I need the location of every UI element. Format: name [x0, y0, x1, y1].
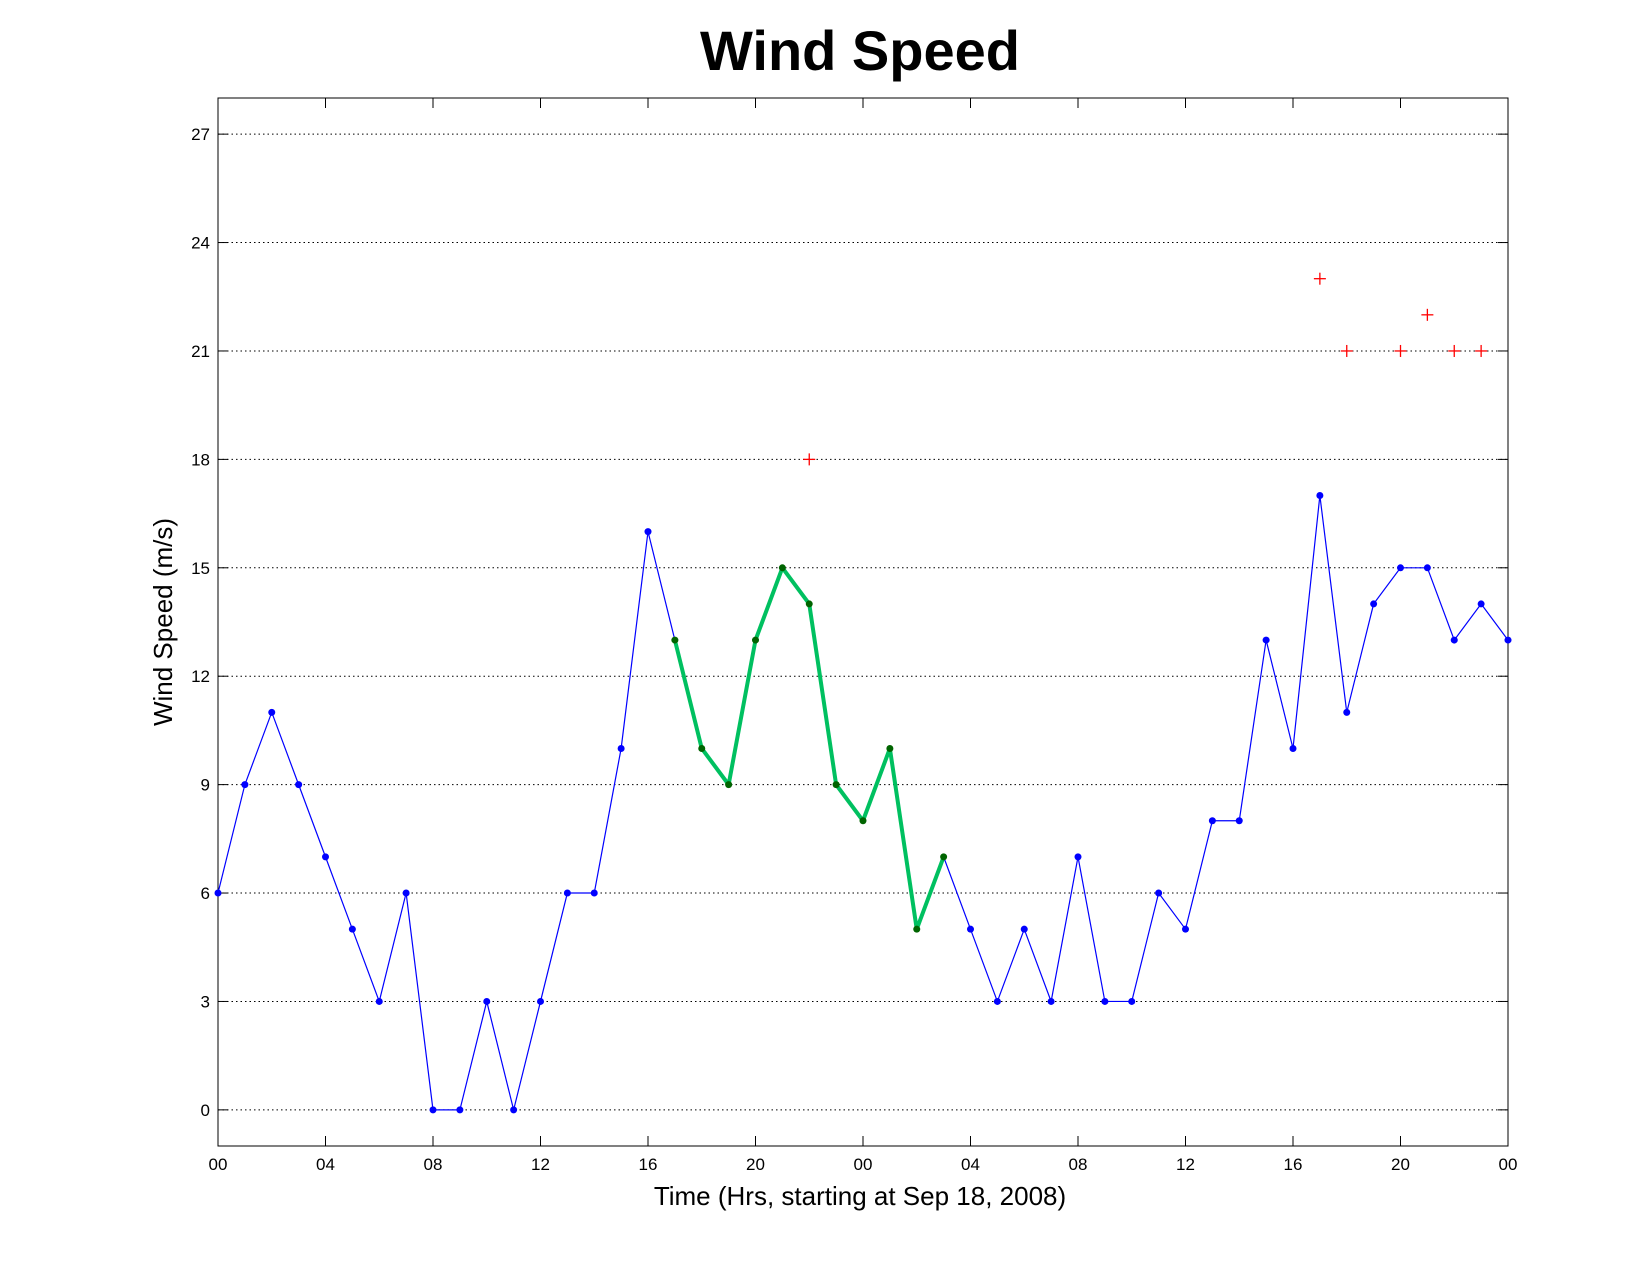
- x-axis-label: Time (Hrs, starting at Sep 18, 2008): [654, 1181, 1066, 1211]
- x-tick-label: 04: [961, 1155, 980, 1174]
- wind-speed-point: [295, 781, 303, 789]
- wind-speed-point: [644, 528, 652, 536]
- wind-speed-point: [1020, 925, 1028, 933]
- x-tick-label: 20: [746, 1155, 765, 1174]
- gust-point: [1475, 344, 1488, 357]
- wind-speed-point: [993, 997, 1001, 1005]
- gust-point: [1421, 308, 1434, 321]
- wind-speed-point: [322, 853, 329, 861]
- wind-speed-point: [268, 708, 276, 716]
- wind-speed-point: [1370, 600, 1378, 608]
- wind-speed-point: [537, 997, 544, 1005]
- highlight-point: [805, 600, 813, 608]
- wind-speed-point: [456, 1106, 464, 1114]
- x-tick-label: 00: [854, 1155, 873, 1174]
- wind-speed-point: [563, 889, 571, 897]
- chart-title: Wind Speed: [700, 19, 1020, 82]
- wind-speed-point: [1101, 997, 1109, 1005]
- y-tick-label: 12: [191, 667, 210, 686]
- y-tick-label: 18: [191, 450, 210, 469]
- y-tick-label: 21: [191, 342, 210, 361]
- highlight-point: [832, 781, 840, 789]
- wind-speed-point: [402, 889, 410, 897]
- x-tick-label: 16: [639, 1155, 658, 1174]
- wind-speed-point: [1343, 708, 1351, 716]
- wind-speed-point: [1235, 817, 1243, 825]
- wind-speed-point: [617, 744, 625, 752]
- data-series: [214, 272, 1512, 1114]
- highlight-point: [940, 853, 948, 861]
- x-tick-label: 16: [1284, 1155, 1303, 1174]
- y-tick-label: 15: [191, 559, 210, 578]
- wind-speed-point: [1074, 853, 1082, 861]
- wind-speed-point: [1289, 744, 1297, 752]
- x-tick-label: 20: [1391, 1155, 1410, 1174]
- gust-point: [1313, 272, 1326, 285]
- y-tick-label: 0: [201, 1101, 210, 1120]
- y-tick-label: 9: [201, 776, 210, 795]
- x-tick-label: 04: [316, 1155, 335, 1174]
- y-tick-label: 3: [201, 992, 210, 1011]
- plot-area-frame: [217, 97, 1509, 1147]
- highlight-point: [886, 744, 894, 752]
- wind-speed-point: [1504, 636, 1512, 644]
- x-tick-label: 08: [424, 1155, 443, 1174]
- x-tick-label: 08: [1069, 1155, 1088, 1174]
- wind-speed-point: [510, 1106, 518, 1114]
- wind-speed-point: [214, 889, 222, 897]
- wind-speed-point: [1316, 492, 1324, 500]
- highlight-point: [698, 744, 706, 752]
- gust-point: [803, 453, 816, 466]
- gust-point: [1340, 344, 1353, 357]
- gust-point: [1448, 344, 1461, 357]
- wind-speed-line: [217, 495, 1509, 1111]
- axis-ticks: 0 3 6 9 12 15 18 21 24 27 00 04 08 12 16 20 00 04 08 12 16 20…: [191, 98, 1517, 1174]
- y-axis-label: Wind Speed (m/s): [148, 518, 178, 726]
- wind-speed-point: [429, 1106, 437, 1114]
- highlight-point: [752, 636, 759, 644]
- wind-speed-point: [375, 997, 383, 1005]
- highlight-point: [778, 564, 786, 572]
- highlight-point: [859, 817, 867, 825]
- y-tick-label: 27: [191, 125, 210, 144]
- wind-speed-point: [1262, 636, 1270, 644]
- wind-speed-point: [1423, 564, 1431, 572]
- wind-speed-point: [483, 997, 491, 1005]
- wind-speed-point: [1047, 997, 1055, 1005]
- wind-speed-point: [1208, 817, 1216, 825]
- y-tick-label: 6: [201, 884, 210, 903]
- grid-lines: [218, 133, 1508, 1111]
- wind-speed-point: [1155, 889, 1163, 897]
- x-tick-label: 00: [209, 1155, 228, 1174]
- highlight-point: [913, 925, 921, 933]
- wind-speed-point: [348, 925, 356, 933]
- x-tick-label: 12: [531, 1155, 550, 1174]
- wind-speed-point: [590, 889, 598, 897]
- gust-point: [1394, 344, 1407, 357]
- x-tick-label: 12: [1176, 1155, 1195, 1174]
- wind-speed-point: [1182, 925, 1189, 933]
- wind-speed-point: [967, 925, 974, 933]
- wind-speed-point: [241, 781, 249, 789]
- wind-speed-point: [1397, 564, 1404, 572]
- wind-speed-point: [1128, 997, 1136, 1005]
- highlight-point: [725, 781, 733, 789]
- highlight-line: [672, 565, 946, 932]
- x-tick-label: 00: [1499, 1155, 1518, 1174]
- wind-speed-point: [1450, 636, 1458, 644]
- wind-speed-point: [1477, 600, 1485, 608]
- y-tick-label: 24: [191, 234, 210, 253]
- highlight-point: [671, 636, 679, 644]
